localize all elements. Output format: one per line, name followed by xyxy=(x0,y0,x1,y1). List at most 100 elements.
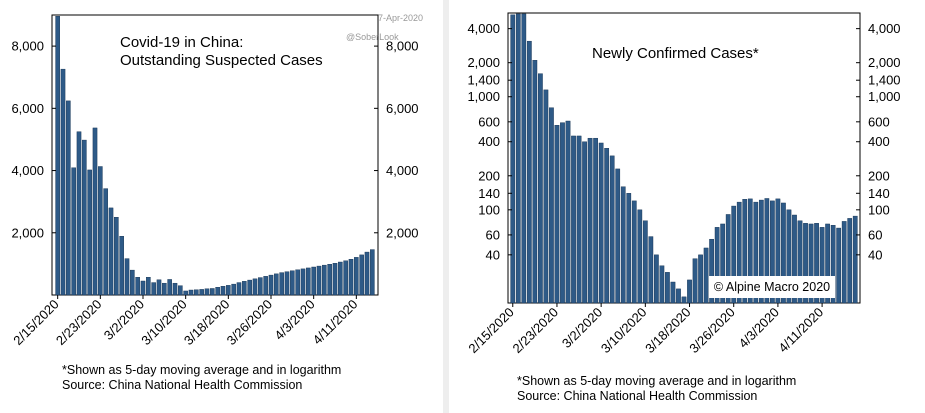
left-bar xyxy=(135,277,140,296)
right-xtick-label: 2/15/2020 xyxy=(465,305,517,357)
right-ytick-label-right: 200 xyxy=(868,168,890,183)
right-bar xyxy=(637,209,643,304)
right-bar xyxy=(515,13,521,304)
left-bar xyxy=(215,287,220,296)
right-bar xyxy=(543,89,549,304)
right-ytick-label-left: 1,400 xyxy=(467,73,500,88)
right-bar xyxy=(830,225,836,304)
left-bar xyxy=(55,16,60,296)
left-chart-title-line1: Covid-19 in China: xyxy=(120,34,243,51)
left-bar xyxy=(316,265,322,296)
left-bar xyxy=(284,271,290,296)
left-bar xyxy=(66,100,71,296)
left-bar xyxy=(247,279,252,296)
panel-divider xyxy=(443,0,449,413)
left-ytick-label-right: 6,000 xyxy=(386,101,419,116)
right-ytick-label-left: 1,000 xyxy=(467,89,500,104)
left-bar xyxy=(92,127,98,296)
right-bar xyxy=(510,14,516,304)
left-bar xyxy=(167,279,172,296)
right-xtick-label: 3/26/2020 xyxy=(686,305,738,357)
left-bar xyxy=(151,282,156,296)
credit-label: © Alpine Macro 2020 xyxy=(709,276,835,298)
right-bar xyxy=(764,198,770,304)
right-bar xyxy=(692,258,698,304)
right-ytick-label-left: 2,000 xyxy=(467,55,500,70)
right-ytick-label-right: 40 xyxy=(868,247,882,262)
left-xtick-label: 4/11/2020 xyxy=(310,297,361,348)
date-stamp: 7-Apr-2020 xyxy=(378,13,423,23)
right-bar xyxy=(576,135,582,304)
left-bar xyxy=(242,281,247,296)
left-ytick-label-left: 6,000 xyxy=(11,101,44,116)
left-bar xyxy=(140,280,146,296)
right-bar xyxy=(648,236,654,304)
left-bar xyxy=(124,258,130,296)
left-bar xyxy=(258,277,263,296)
left-bar xyxy=(119,235,124,296)
left-ytick-label-right: 8,000 xyxy=(386,39,419,54)
right-bar xyxy=(521,13,527,304)
left-ytick-label-left: 4,000 xyxy=(11,163,44,178)
left-bar xyxy=(311,266,316,296)
left-xtick-label: 2/23/2020 xyxy=(53,297,105,349)
left-bar xyxy=(279,272,284,296)
left-bar xyxy=(146,277,151,296)
right-bar xyxy=(571,135,576,304)
right-bar xyxy=(620,186,626,304)
right-bar xyxy=(781,202,786,304)
left-bar xyxy=(306,267,311,296)
left-ytick-label-left: 8,000 xyxy=(11,39,44,54)
right-bar xyxy=(720,223,726,304)
right-bar xyxy=(604,148,610,304)
right-bar xyxy=(786,209,792,304)
left-bar xyxy=(172,282,178,296)
left-xtick-label: 3/10/2020 xyxy=(138,297,190,349)
left-bar xyxy=(98,166,103,296)
left-bar xyxy=(263,276,268,296)
left-bar xyxy=(204,288,210,296)
left-bar xyxy=(87,169,92,296)
right-bar xyxy=(825,223,830,304)
watermark: @SoberLook xyxy=(346,32,399,42)
left-bar xyxy=(156,279,162,296)
right-chart-panel: 40 40 60 60 100 100 140 140 200 200 400 400 600 600 1,… xyxy=(449,0,925,413)
right-bar xyxy=(654,254,659,304)
right-bar xyxy=(736,201,742,304)
left-bar xyxy=(178,285,183,296)
right-xtick-label: 3/18/2020 xyxy=(642,305,694,357)
right-bar xyxy=(687,279,692,304)
left-source: Source: China National Health Commission xyxy=(62,378,303,392)
left-footnote: *Shown as 5-day moving average and in lo… xyxy=(62,363,342,377)
left-bar xyxy=(108,207,114,296)
left-bar xyxy=(194,289,199,296)
right-bar xyxy=(770,200,775,304)
right-ytick-label-right: 1,400 xyxy=(868,73,901,88)
left-bar xyxy=(183,290,188,296)
right-xtick-label: 4/11/2020 xyxy=(775,305,826,356)
left-chart-title-line2: Outstanding Suspected Cases xyxy=(120,52,323,69)
right-bar xyxy=(532,60,538,304)
left-plot-frame xyxy=(51,14,379,296)
left-bar xyxy=(114,217,119,296)
right-bar xyxy=(587,137,593,304)
right-bar xyxy=(703,247,709,304)
right-ytick-label-right: 600 xyxy=(868,114,890,129)
left-ytick-label-right: 4,000 xyxy=(386,163,419,178)
right-ytick-label-left: 4,000 xyxy=(467,21,500,36)
left-xtick-label: 3/18/2020 xyxy=(181,297,233,349)
right-bar xyxy=(659,265,665,304)
left-bar xyxy=(322,264,327,296)
right-bar xyxy=(626,193,632,304)
right-bar xyxy=(526,40,532,304)
right-bar xyxy=(841,221,847,304)
left-bar xyxy=(236,282,242,296)
left-bar xyxy=(252,278,258,296)
left-bar xyxy=(370,249,375,296)
left-bar xyxy=(327,264,332,296)
right-bar xyxy=(665,272,670,304)
right-bar xyxy=(698,254,703,304)
left-bar xyxy=(130,269,135,296)
right-bar xyxy=(670,281,676,304)
